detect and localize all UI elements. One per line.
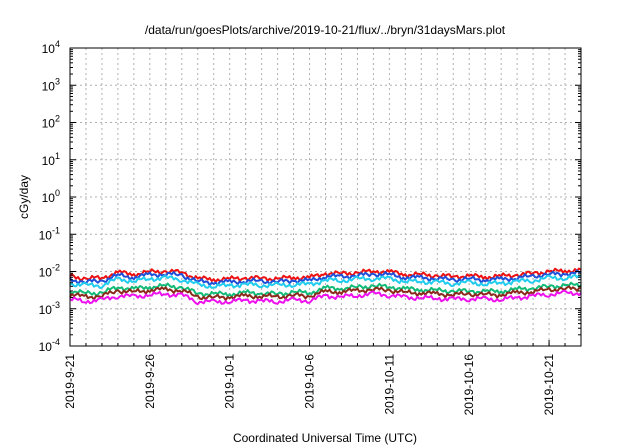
x-axis: 2019-9-21 2019-9-26 2019-10-1 2019-10-6 2019… bbox=[63, 340, 582, 416]
chart-title: /data/run/goesPlots/archive/2019-10-21/f… bbox=[145, 23, 506, 37]
series-line-6 bbox=[69, 289, 582, 306]
y-tick-label: 103 bbox=[42, 76, 60, 93]
y-tick-label: 102 bbox=[42, 114, 60, 131]
series-line-1 bbox=[69, 267, 582, 283]
x-tick-label: 2019-9-26 bbox=[143, 354, 157, 409]
series-line-4 bbox=[69, 281, 582, 298]
y-tick-label: 10-4 bbox=[39, 337, 60, 354]
y-tick-label: 104 bbox=[42, 39, 60, 56]
x-tick-label: 2019-10-11 bbox=[382, 354, 396, 415]
series-layer bbox=[69, 267, 582, 306]
y-tick-label: 10-3 bbox=[39, 300, 60, 317]
series-line-5 bbox=[69, 285, 582, 301]
x-axis-label: Coordinated Universal Time (UTC) bbox=[233, 431, 417, 445]
series-line-3 bbox=[69, 273, 582, 289]
x-tick-label: 2019-10-16 bbox=[462, 354, 476, 416]
y-tick-label: 101 bbox=[42, 151, 60, 168]
y-tick-label: 10-1 bbox=[39, 225, 60, 242]
y-axis: 10-4 10-3 10-2 10-1 100 101 102 103 104 bbox=[39, 39, 581, 354]
x-tick-label: 2019-10-1 bbox=[223, 354, 237, 409]
y-tick-label: 100 bbox=[42, 188, 60, 205]
x-tick-label: 2019-10-21 bbox=[542, 354, 556, 416]
y-axis-label: cGy/day bbox=[17, 175, 31, 219]
x-tick-label: 2019-10-6 bbox=[303, 354, 317, 409]
x-tick-label: 2019-9-21 bbox=[63, 354, 77, 409]
y-tick-label: 10-2 bbox=[39, 263, 60, 280]
grid bbox=[70, 47, 581, 347]
